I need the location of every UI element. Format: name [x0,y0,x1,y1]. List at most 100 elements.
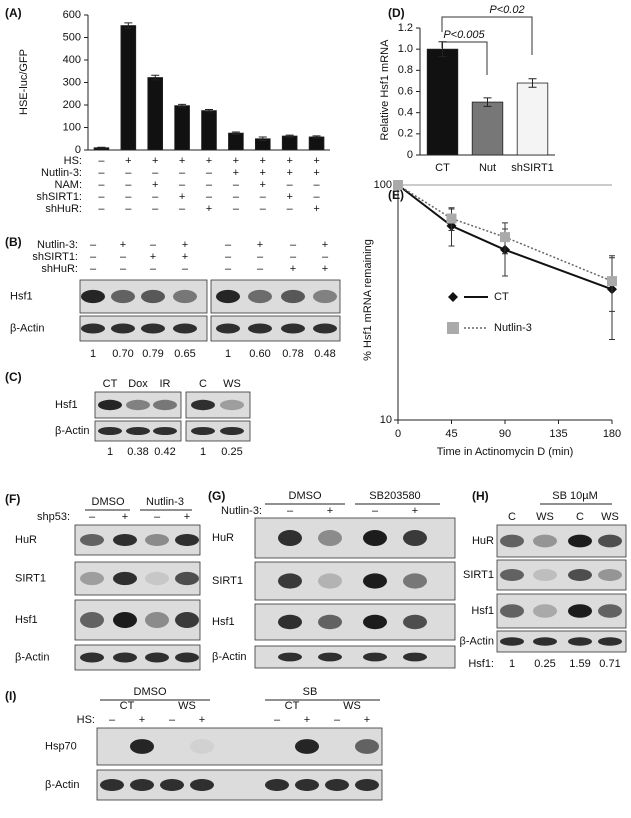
condition-sign: – [120,263,127,275]
blot-strip [254,645,456,669]
condition-sign: – [125,191,132,203]
blot-band [173,323,197,334]
quantification: 0.48 [314,348,335,360]
y-tick-label: 0 [75,144,81,156]
condition-sign: – [125,203,132,215]
quantification: 1 [225,348,231,360]
condition-sign: – [125,179,132,191]
condition-sign: – [206,191,213,203]
bar [426,48,459,156]
group-label: Nutlin-3 [146,496,184,508]
row-label: Hsf1 [15,614,38,626]
row-label: Hsf1 [55,399,78,411]
condition-sign: – [334,714,341,726]
blot-band [175,571,199,586]
condition-sign: + [322,263,328,275]
condition-sign: + [290,263,296,275]
blot-band [220,399,244,411]
blot-band [363,530,387,546]
condition-sign: – [90,263,97,275]
blot-band [160,779,184,791]
y-axis-label: % Hsf1 mRNA remaining [362,239,374,361]
x-tick-label: CT [435,162,450,174]
bar [516,82,549,156]
bar [471,101,504,156]
blot-band [216,323,240,334]
y-tick-label: 0.8 [398,64,413,76]
bar [174,105,190,151]
blot-band [141,323,165,334]
marker [393,180,403,190]
blot-band [598,569,622,581]
lane-label: IR [160,378,171,390]
condition-sign: – [233,191,240,203]
lane-label: WS [536,511,554,523]
blot-band [113,652,137,663]
blot-band [278,530,302,546]
blot-band [355,739,379,754]
blot-band [80,534,104,546]
condition-sign: + [313,167,319,179]
blot-band [81,323,105,334]
quantification: 0.42 [154,446,175,458]
blot-band [126,427,150,435]
condition-sign: – [233,179,240,191]
error-bar [151,74,160,81]
y-tick-label: 200 [63,99,81,111]
quantification: 0.25 [534,658,555,670]
condition-sign: – [182,263,189,275]
blot-band [325,779,349,791]
condition-label: shSIRT1: [36,191,82,203]
row-label: β-Actin [212,651,246,663]
blot-band [145,612,169,628]
blot-band [153,399,177,411]
condition-sign: – [225,251,232,263]
condition-sign: + [313,203,319,215]
blot-band [318,573,342,589]
lane-label: CT [285,700,300,712]
blot-band [80,571,104,586]
blot-band [173,289,197,304]
x-tick-label: 45 [445,428,457,440]
blot-band [355,779,379,791]
blot-band [363,652,387,662]
quantification: 1 [107,446,113,458]
row-label: SIRT1 [212,575,243,587]
y-tick-label: 1.0 [398,43,413,55]
error-bar [312,135,321,139]
blot-band [295,779,319,791]
y-tick-label: 100 [63,121,81,133]
blot-band [175,534,199,546]
blot-band [145,652,169,663]
condition-sign: – [287,203,294,215]
bracket [441,16,533,55]
condition-sign: – [233,203,240,215]
panel-label: (C) [5,370,22,384]
panel-label: (H) [472,489,489,503]
blot-band [403,614,427,630]
blot-band [403,530,427,546]
marker [446,213,457,224]
condition-sign: + [260,167,266,179]
quantification: 1 [200,446,206,458]
group-label: SB203580 [369,490,420,502]
y-axis-label: HSE-luc/GFP [18,49,30,115]
error-bar [205,109,213,113]
y-tick-label: 0 [407,149,413,161]
error-bar [285,134,294,138]
series-line [397,184,613,291]
x-tick-label: 135 [549,428,567,440]
panel-label: (I) [5,689,16,703]
condition-sign: – [257,251,264,263]
condition-sign: – [179,167,186,179]
y-tick-label: 0.4 [398,107,413,119]
row-label: Hsf1 [212,616,235,628]
blot-band [318,530,342,546]
x-tick-label: 90 [499,428,511,440]
condition-sign: – [179,179,186,191]
blot-band [295,739,319,754]
condition-sign: – [98,191,105,203]
quantification: 0.78 [282,348,303,360]
blot-band [113,534,137,546]
